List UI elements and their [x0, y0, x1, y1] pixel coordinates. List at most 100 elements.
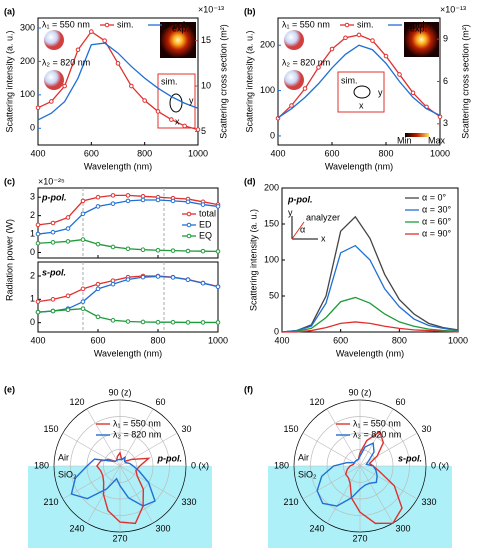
annotation: λ₁ = 550 nm: [42, 19, 90, 29]
annotation: Air: [298, 452, 309, 462]
y2-exponent: ×10⁻¹³: [440, 4, 466, 14]
y-axis-label: Scattering intensity (a. u.): [4, 30, 14, 132]
data-point: [50, 308, 56, 314]
angle-spoke: [326, 408, 361, 467]
angle-spoke: [62, 465, 121, 500]
angle-label: 240: [309, 524, 324, 534]
y2-tick-label: 10: [201, 80, 211, 90]
y2-tick-label: 5: [201, 126, 206, 136]
angle-label: 120: [69, 397, 84, 407]
y2-tick-label: 3: [443, 118, 448, 128]
data-point: [185, 320, 191, 325]
data-point: [95, 281, 101, 287]
x-tick-label: 400: [270, 148, 285, 158]
data-point: [215, 284, 221, 290]
data-point: [80, 198, 86, 204]
data-point: [129, 83, 134, 89]
series-line: [281, 215, 459, 333]
x-tick-label: 800: [150, 335, 165, 345]
legend-label: total: [199, 208, 216, 218]
x-tick-label: 800: [392, 335, 407, 345]
angle-label: 30: [181, 424, 191, 434]
data-point: [316, 65, 321, 70]
annotation: λ₂ = 820 nm: [282, 57, 330, 67]
data-point: [195, 127, 201, 132]
annotation: s-pol.: [42, 267, 66, 277]
data-point: [140, 197, 146, 203]
data-point: [370, 38, 375, 43]
series-line: [281, 244, 459, 333]
data-point: [410, 90, 416, 96]
data-point: [215, 204, 221, 209]
sim-box: [337, 71, 385, 113]
y-axis-label: Scattering intensity (a. u.): [248, 209, 258, 311]
data-point: [170, 248, 176, 253]
angle-label: 270: [352, 533, 367, 543]
y-axis-label: Scattering intensity (a. u.): [244, 30, 254, 132]
angle-label: 240: [69, 524, 84, 534]
legend-label: α = 60°: [422, 216, 451, 226]
y2-tick-label: 15: [201, 35, 211, 45]
angle-label: 300: [396, 524, 411, 534]
legend-label: p-pol.: [165, 19, 188, 29]
x-tick-label: 400: [30, 335, 45, 345]
data-point: [397, 72, 402, 77]
data-point: [125, 319, 131, 324]
data-point: [200, 202, 206, 207]
y-tick-label: 0: [30, 317, 35, 327]
data-point: [50, 229, 56, 235]
data-point: [35, 309, 41, 315]
legend-label: λ₂ = 820 nm: [113, 429, 161, 439]
data-point: [50, 297, 56, 302]
angle-label: 210: [283, 497, 298, 507]
annotation: x: [321, 233, 326, 243]
angle-label: 60: [396, 397, 406, 407]
analyzer-arrow: [291, 221, 305, 240]
y-tick-label: 1: [30, 294, 35, 304]
data-point: [102, 38, 107, 43]
x-tick-label: 800: [137, 148, 152, 158]
panel-label: (b): [244, 6, 256, 16]
panel-label: (e): [4, 384, 15, 394]
data-point: [200, 248, 206, 254]
data-point: [329, 46, 335, 52]
x-tick-label: 1000: [448, 335, 468, 345]
annotation: exp.: [172, 23, 189, 33]
angle-label: 90 (z): [108, 387, 131, 397]
x-axis-label: Wavelength (nm): [336, 348, 404, 358]
data-point: [170, 198, 176, 204]
data-point: [140, 319, 146, 325]
data-point: [65, 226, 71, 231]
y-tick-label: 0: [274, 326, 279, 336]
inset-sphere: [284, 30, 304, 50]
angle-label: 210: [43, 497, 58, 507]
x-tick-label: 600: [84, 148, 99, 158]
angle-label: 30: [421, 424, 431, 434]
y-tick-label: 0: [30, 247, 35, 257]
annotation: x: [175, 116, 180, 126]
x-tick-label: 1000: [208, 335, 228, 345]
data-point: [356, 32, 362, 38]
annotation: x: [359, 100, 364, 110]
series-line: [282, 321, 459, 333]
legend-marker: [186, 233, 192, 239]
data-point: [142, 98, 147, 103]
annotation: α: [300, 224, 305, 234]
legend-label: sim.: [357, 19, 374, 29]
data-point: [110, 244, 116, 250]
data-point: [170, 319, 176, 325]
data-point: [155, 247, 161, 253]
y-tick-label: 200: [264, 182, 279, 192]
annotation: exp.: [410, 23, 427, 33]
data-point: [80, 237, 86, 242]
x-tick-label: 600: [90, 335, 105, 345]
data-point: [110, 281, 116, 287]
data-point: [182, 123, 187, 129]
data-point: [35, 231, 41, 237]
angle-label: 60: [156, 397, 166, 407]
data-point: [155, 197, 161, 203]
annotation: p-pol.: [41, 192, 67, 202]
y-tick-label: 2: [30, 270, 35, 280]
y-tick-label: 100: [264, 254, 279, 264]
